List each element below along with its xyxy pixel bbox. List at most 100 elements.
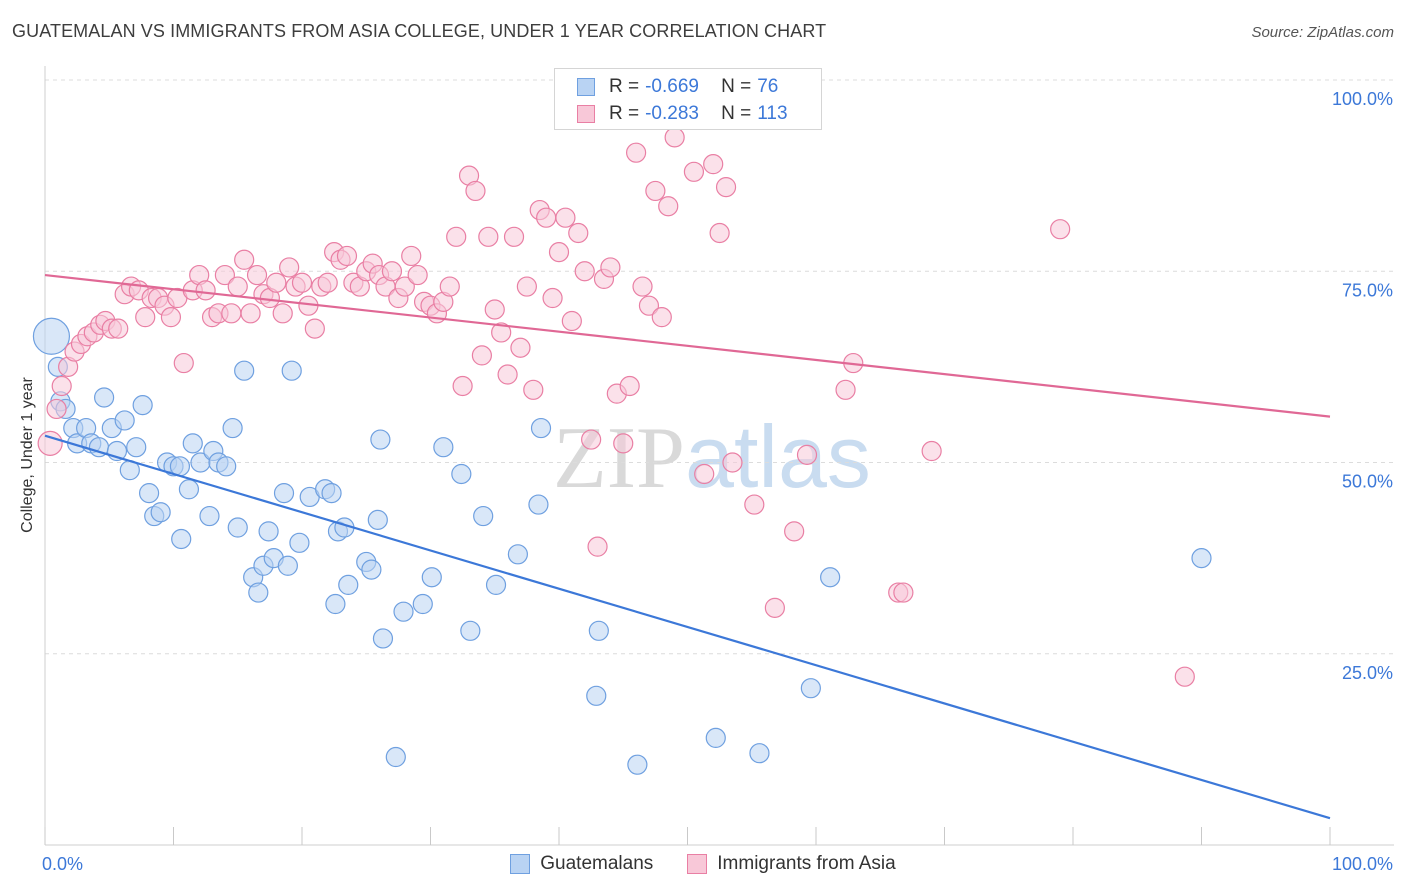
y-axis-label: College, Under 1 year [19,377,36,533]
immigrants-asia-point [638,295,660,316]
guatemalans-point [367,509,388,530]
legend-r-label: R = [609,76,640,97]
immigrants-asia-point [291,272,313,293]
guatemalans-point [393,601,414,622]
legend-swatch-immigrants-asia [687,854,708,874]
immigrants-asia-point [555,207,576,228]
immigrants-asia-point [214,264,235,286]
immigrants-asia-point [625,142,647,163]
immigrants-asia-point [246,264,268,286]
guatemalans-point [222,417,243,439]
immigrants-asia-point [683,161,705,182]
immigrants-asia-point [709,222,730,244]
immigrants-asia-point [664,127,685,148]
guatemalans-point [749,743,770,764]
guatemalans-point [412,593,433,615]
immigrants-asia-point [600,257,621,278]
legend-item-guatemalans: Guatemalans [510,853,653,875]
immigrants-asia-point [304,318,325,339]
guatemalans-point [248,582,269,603]
legend-n-value: 76 [757,76,779,97]
guatemalans-point [281,360,302,381]
guatemalans-point [800,678,821,699]
immigrants-asia-point [510,337,531,358]
guatemalans-point [234,360,255,381]
immigrants-asia-point [491,322,512,343]
source-label: Source: ZipAtlas.com [1251,24,1394,41]
legend-n-value: 113 [757,103,788,124]
guatemalans-point [586,685,607,706]
guatemalans-point [126,437,147,458]
guatemalans-point [421,567,442,588]
guatemalans-point [507,544,528,565]
immigrants-asia-point [893,582,914,603]
immigrants-asia-point [694,463,715,485]
legend-row-immigrants-asia: R = -0.283 N = 113 [577,102,788,126]
immigrants-asia-point [37,430,63,456]
legend-r-value: -0.669 [645,76,699,97]
guatemalans-point [370,429,391,450]
x-tick-label: 0.0% [42,854,83,874]
legend-swatch-guatemalans [510,854,531,874]
immigrants-asia-point [446,226,467,247]
immigrants-asia-point [645,180,666,202]
immigrants-asia-point [703,154,724,175]
immigrants-asia-point [632,276,653,297]
immigrants-asia-point [523,379,544,400]
immigrants-asia-point [581,429,602,450]
series-legend: Guatemalans Immigrants from Asia [0,852,1406,876]
legend-r-label: R = [609,103,640,124]
guatemalans-point [114,410,135,431]
chart-title: GUATEMALAN VS IMMIGRANTS FROM ASIA COLLE… [12,21,827,41]
x-tick-label: 100.0% [1332,854,1393,874]
immigrants-asia-point [195,280,216,301]
legend-label-guatemalans: Guatemalans [540,853,654,874]
y-tick-label: 50.0% [1342,472,1393,492]
immigrants-asia-point [135,307,156,328]
immigrants-asia-point [465,180,486,202]
guatemalans-point [485,574,507,596]
guatemalans-point [361,559,382,580]
guatemalans-point [460,620,481,641]
data-points [32,127,1212,775]
guatemalans-point [705,727,726,749]
immigrants-asia-point [835,379,856,400]
guatemalans-point [178,479,200,500]
legend-n-label: N = [721,103,752,124]
tick-labels: 25.0% 50.0% 75.0% 100.0% 0.0% 100.0% [42,89,1393,874]
immigrants-asia-point [658,196,679,217]
immigrants-asia-point [542,287,563,309]
guatemalans-point [627,754,648,775]
immigrants-asia-point [796,444,818,465]
immigrants-asia-point [497,364,518,385]
immigrants-asia-point [227,276,248,297]
guatemalans-point [182,433,203,454]
immigrants-asia-point [484,299,505,320]
immigrants-asia-point [619,375,640,397]
guatemalans-point [338,574,359,596]
immigrants-asia-point [381,261,403,282]
y-tick-label: 25.0% [1342,663,1393,683]
y-tick-label: 75.0% [1342,280,1393,300]
immigrants-asia-point [1050,219,1071,240]
immigrants-asia-point [536,207,557,228]
immigrants-asia-point [516,276,537,297]
guatemalans-point [473,505,494,527]
guatemalans-point [258,521,279,542]
guatemalans-point [820,567,841,588]
immigrants-asia-point [722,452,743,473]
immigrants-asia-point [452,375,473,397]
guatemalans-point [32,317,71,355]
immigrants-asia-point [173,352,194,374]
guatemalans-point [1191,548,1212,569]
immigrants-asia-point [108,318,129,339]
immigrants-asia-point [921,440,942,462]
guatemalans-point [588,620,609,641]
immigrants-asia-point [478,226,499,247]
immigrants-asia-trend-line [44,273,1331,418]
legend-item-immigrants-asia: Immigrants from Asia [687,853,896,875]
guatemalans-point [385,746,406,768]
y-tick-label: 100.0% [1332,89,1393,109]
immigrants-asia-point [279,257,300,278]
immigrants-asia-point [266,272,287,293]
